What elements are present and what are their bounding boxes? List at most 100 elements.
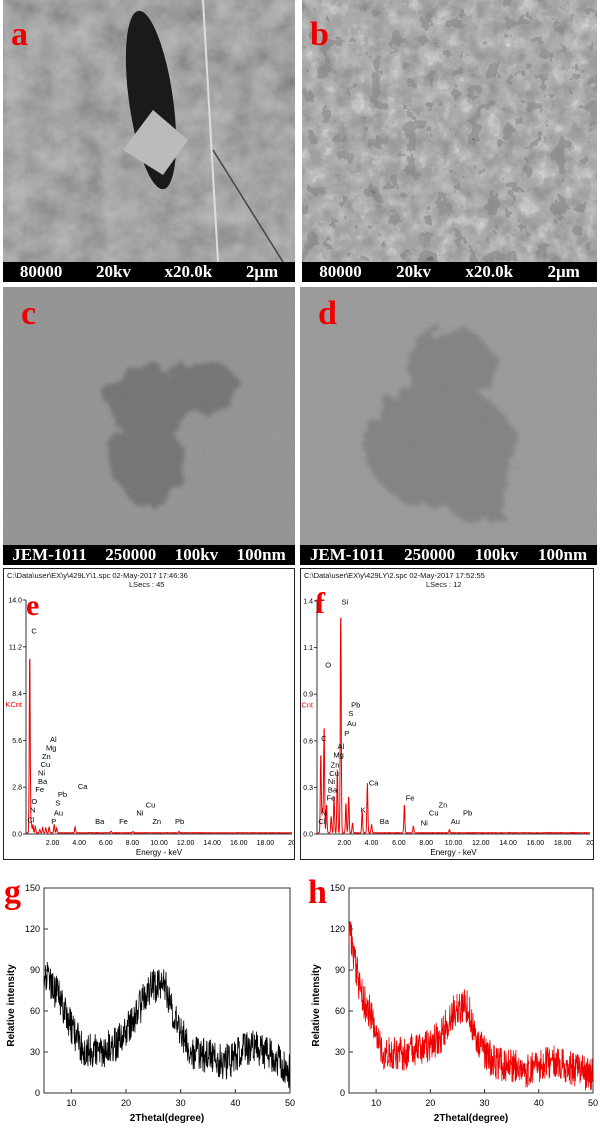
y-tick-label: 30 xyxy=(335,1047,345,1057)
info-item: 250000 xyxy=(105,545,157,564)
xrd-plot-h: 0 30 60 90 120 150 10 20 30 40 50 2Thetal(degree) Re… xyxy=(311,883,598,1124)
element-label: Zn xyxy=(438,800,447,809)
element-label: Fe xyxy=(406,794,415,803)
y-tick-label: 11.2 xyxy=(9,644,22,651)
y-axis-label: Relative intensity xyxy=(311,964,322,1047)
element-label: Ba xyxy=(380,817,390,826)
sem-texture-a xyxy=(3,0,295,262)
element-label: K xyxy=(361,805,366,814)
eds-spectrum-e: C:\Data\user\EX\y\429LY\1.spc 02-May-201… xyxy=(3,568,295,860)
info-item: 20kv xyxy=(95,262,131,281)
x-tick-label: 50 xyxy=(588,1098,598,1108)
element-label: Cu xyxy=(429,809,439,818)
y-tick-label: 0.6 xyxy=(303,738,313,745)
info-item: 100kv xyxy=(474,545,519,564)
y-tick-label: 60 xyxy=(30,1006,40,1016)
y-tick-label: 14.0 xyxy=(8,598,22,605)
eds-file-header: C:\Data\user\EX\y\429LY\1.spc 02-May-201… xyxy=(7,571,188,580)
element-label: S xyxy=(55,799,60,808)
element-label: Cu xyxy=(146,800,156,809)
info-item: 2μm xyxy=(547,262,580,281)
info-item: 250000 xyxy=(404,545,456,564)
x-tick-label: 10 xyxy=(66,1098,76,1108)
element-label: Ni xyxy=(136,809,143,818)
element-label: Zn xyxy=(152,817,161,826)
element-label: Fe xyxy=(35,785,44,794)
x-tick-label: 14.00 xyxy=(203,840,221,847)
element-label: Ca xyxy=(369,779,379,788)
info-item: 20kv xyxy=(396,262,432,281)
panel-letter-d: d xyxy=(318,295,337,332)
x-axis-label: 2Thetal(degree) xyxy=(130,1113,204,1124)
element-label: Mg xyxy=(46,743,56,752)
element-label: Al xyxy=(337,742,344,751)
x-axis-label: 2Thetal(degree) xyxy=(434,1113,508,1124)
panel-letter-f: f xyxy=(315,587,325,620)
panel-letter-e: e xyxy=(26,589,40,622)
tem-texture-c xyxy=(3,287,295,545)
x-tick-label: 8.00 xyxy=(419,840,433,847)
element-label: Pb xyxy=(463,809,472,818)
spectrum-line xyxy=(317,617,591,835)
x-tick-label: 2.00 xyxy=(46,840,60,847)
info-item: 100kv xyxy=(174,545,219,564)
x-tick-label: 50 xyxy=(285,1098,295,1108)
info-item: 80000 xyxy=(19,262,63,281)
x-tick-label: 6.00 xyxy=(392,840,406,847)
info-item: x20.0k xyxy=(164,262,213,281)
x-tick-label: 10.00 xyxy=(445,840,463,847)
element-label: Ba xyxy=(328,785,338,794)
element-label: Ba xyxy=(38,777,48,786)
y-tick-label: 2.8 xyxy=(12,785,22,792)
tem-image-d: d xyxy=(300,287,597,545)
sem-info-bar-b: 80000 20kv x20.0k 2μm xyxy=(302,262,597,282)
y-tick-label: 0.0 xyxy=(303,832,313,839)
xrd-line xyxy=(348,921,594,1091)
element-label: Fe xyxy=(119,817,128,826)
info-item: JEM-1011 xyxy=(12,545,87,564)
y-tick-label: 0 xyxy=(340,1088,345,1098)
y-tick-label: 5.6 xyxy=(12,738,22,745)
y-tick-label: 120 xyxy=(330,924,345,934)
y-tick-label: 1.4 xyxy=(303,599,313,606)
element-label: O xyxy=(31,797,37,806)
element-label: C xyxy=(31,626,37,635)
x-tick-label: 20 xyxy=(425,1098,435,1108)
x-tick-label: 4.00 xyxy=(72,840,86,847)
y-tick-label: 120 xyxy=(25,924,40,934)
x-tick-label: 30 xyxy=(480,1098,490,1108)
sem-image-b: b xyxy=(302,0,597,262)
xrd-plot-g: 0 30 60 90 120 150 10 20 30 40 50 2Thetal(degree) Re… xyxy=(6,883,295,1124)
y-tick-label: 30 xyxy=(30,1047,40,1057)
x-axis-label: Energy - keV xyxy=(430,848,477,857)
panel-letter-h: h xyxy=(308,874,327,911)
element-label: S xyxy=(348,709,353,718)
plot-frame xyxy=(348,887,594,1094)
sem-texture-b xyxy=(302,0,597,262)
element-label: Cu xyxy=(329,769,339,778)
sem-image-a: a xyxy=(3,0,295,262)
tem-image-c: c xyxy=(3,287,295,545)
element-label: Zn xyxy=(42,752,51,761)
y-tick-label: 60 xyxy=(335,1006,345,1016)
info-item: 2μm xyxy=(245,262,279,281)
element-label: P xyxy=(51,817,56,826)
element-label: Au xyxy=(54,809,63,818)
panel-letter-b: b xyxy=(310,16,329,53)
element-label: Cl xyxy=(318,817,325,826)
x-tick-label: 4.00 xyxy=(365,840,379,847)
element-label: C xyxy=(321,734,327,743)
x-tick-label: 12.00 xyxy=(177,840,195,847)
element-label: Ca xyxy=(78,782,88,791)
eds-plot-e: 0.0 2.8 5.6 8.4 11.2 14.0 2.00 4.00 6.00 8.00 10.0… xyxy=(5,598,294,858)
x-tick-label: 10 xyxy=(371,1098,381,1108)
eds-file-header: C:\Data\user\EX\y\429LY\2.spc 02-May-201… xyxy=(304,571,485,580)
element-label: Au xyxy=(347,719,356,728)
element-label: Pb xyxy=(175,817,184,826)
y-tick-label: 150 xyxy=(330,883,345,893)
element-label: Ni xyxy=(421,819,428,828)
element-label: Mg xyxy=(333,750,343,759)
y-axis-label: KCnt xyxy=(5,700,23,709)
tem-texture-d xyxy=(300,287,597,545)
x-tick-label: 16.00 xyxy=(527,840,545,847)
